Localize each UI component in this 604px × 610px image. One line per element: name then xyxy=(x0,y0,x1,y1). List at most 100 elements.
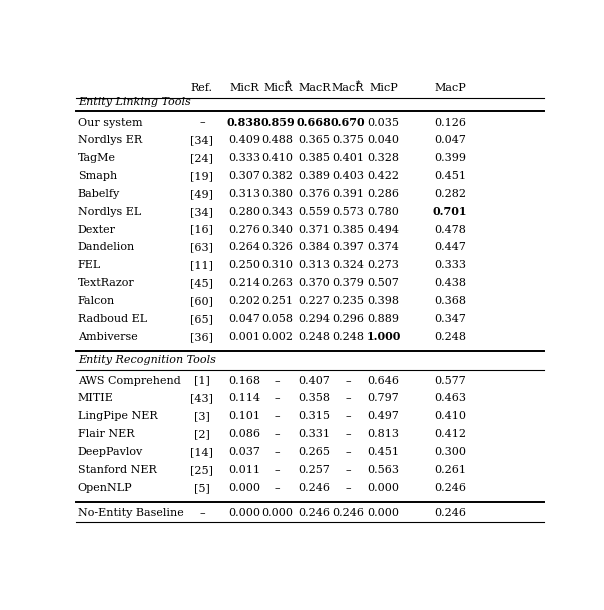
Text: 0.047: 0.047 xyxy=(434,135,466,145)
Text: 0.035: 0.035 xyxy=(367,118,399,127)
Text: 0.047: 0.047 xyxy=(228,314,260,324)
Text: 0.398: 0.398 xyxy=(367,296,399,306)
Text: Ambiverse: Ambiverse xyxy=(78,332,138,342)
Text: TextRazor: TextRazor xyxy=(78,278,135,288)
Text: 0.780: 0.780 xyxy=(368,207,399,217)
Text: 0.379: 0.379 xyxy=(332,278,364,288)
Text: 0.246: 0.246 xyxy=(298,483,330,493)
Text: 0.294: 0.294 xyxy=(298,314,330,324)
Text: [19]: [19] xyxy=(190,171,213,181)
Text: 0.371: 0.371 xyxy=(298,224,330,235)
Text: 0.331: 0.331 xyxy=(298,429,330,439)
Text: –: – xyxy=(345,411,351,422)
Text: –: – xyxy=(345,483,351,493)
Text: 0.340: 0.340 xyxy=(262,224,294,235)
Text: 0.668: 0.668 xyxy=(297,117,332,128)
Text: 0.000: 0.000 xyxy=(367,508,399,518)
Text: MacR: MacR xyxy=(298,83,330,93)
Text: [60]: [60] xyxy=(190,296,213,306)
Text: 0.463: 0.463 xyxy=(434,393,466,403)
Text: 0.248: 0.248 xyxy=(298,332,330,342)
Text: DeepPavlov: DeepPavlov xyxy=(78,447,143,457)
Text: MicR: MicR xyxy=(263,83,292,93)
Text: 0.447: 0.447 xyxy=(434,243,466,253)
Text: LingPipe NER: LingPipe NER xyxy=(78,411,158,422)
Text: 0.328: 0.328 xyxy=(367,153,399,163)
Text: 0.382: 0.382 xyxy=(262,171,294,181)
Text: 0.374: 0.374 xyxy=(368,243,399,253)
Text: 0.246: 0.246 xyxy=(434,483,466,493)
Text: 0.889: 0.889 xyxy=(367,314,399,324)
Text: 0.037: 0.037 xyxy=(228,447,260,457)
Text: [25]: [25] xyxy=(190,465,213,475)
Text: MicR: MicR xyxy=(230,83,259,93)
Text: 0.370: 0.370 xyxy=(298,278,330,288)
Text: 0.257: 0.257 xyxy=(298,465,330,475)
Text: 0.286: 0.286 xyxy=(367,189,399,199)
Text: 0.577: 0.577 xyxy=(434,376,466,386)
Text: 0.251: 0.251 xyxy=(262,296,294,306)
Text: 0.126: 0.126 xyxy=(434,118,466,127)
Text: 0.343: 0.343 xyxy=(262,207,294,217)
Text: [34]: [34] xyxy=(190,207,213,217)
Text: –: – xyxy=(345,376,351,386)
Text: [65]: [65] xyxy=(190,314,213,324)
Text: 0.407: 0.407 xyxy=(298,376,330,386)
Text: 0.246: 0.246 xyxy=(434,508,466,518)
Text: 0.168: 0.168 xyxy=(228,376,260,386)
Text: 0.410: 0.410 xyxy=(262,153,294,163)
Text: 0.250: 0.250 xyxy=(228,260,260,270)
Text: 0.385: 0.385 xyxy=(332,224,364,235)
Text: 0.410: 0.410 xyxy=(434,411,466,422)
Text: 0.246: 0.246 xyxy=(332,508,364,518)
Text: 0.227: 0.227 xyxy=(298,296,330,306)
Text: FEL: FEL xyxy=(78,260,101,270)
Text: Nordlys EL: Nordlys EL xyxy=(78,207,141,217)
Text: 0.248: 0.248 xyxy=(332,332,364,342)
Text: 0.403: 0.403 xyxy=(332,171,364,181)
Text: [14]: [14] xyxy=(190,447,213,457)
Text: 0.246: 0.246 xyxy=(298,508,330,518)
Text: 0.273: 0.273 xyxy=(368,260,399,270)
Text: 0.324: 0.324 xyxy=(332,260,364,270)
Text: 0.235: 0.235 xyxy=(332,296,364,306)
Text: [16]: [16] xyxy=(190,224,213,235)
Text: 0.333: 0.333 xyxy=(434,260,466,270)
Text: Babelfy: Babelfy xyxy=(78,189,120,199)
Text: –: – xyxy=(199,508,205,518)
Text: 0.011: 0.011 xyxy=(228,465,260,475)
Text: 0.310: 0.310 xyxy=(262,260,294,270)
Text: 0.000: 0.000 xyxy=(228,508,260,518)
Text: –: – xyxy=(275,447,280,457)
Text: [5]: [5] xyxy=(194,483,210,493)
Text: 0.264: 0.264 xyxy=(228,243,260,253)
Text: 0.248: 0.248 xyxy=(434,332,466,342)
Text: OpenNLP: OpenNLP xyxy=(78,483,132,493)
Text: [45]: [45] xyxy=(190,278,213,288)
Text: 0.002: 0.002 xyxy=(262,332,294,342)
Text: MacR: MacR xyxy=(332,83,364,93)
Text: Entity Linking Tools: Entity Linking Tools xyxy=(78,97,191,107)
Text: AWS Comprehend: AWS Comprehend xyxy=(78,376,181,386)
Text: 0.409: 0.409 xyxy=(228,135,260,145)
Text: 0.813: 0.813 xyxy=(367,429,399,439)
Text: [36]: [36] xyxy=(190,332,213,342)
Text: 0.399: 0.399 xyxy=(434,153,466,163)
Text: No-Entity Baseline: No-Entity Baseline xyxy=(78,508,184,518)
Text: 0.282: 0.282 xyxy=(434,189,466,199)
Text: 0.422: 0.422 xyxy=(367,171,399,181)
Text: 0.646: 0.646 xyxy=(367,376,399,386)
Text: –: – xyxy=(275,483,280,493)
Text: *: * xyxy=(286,79,291,88)
Text: 0.202: 0.202 xyxy=(228,296,260,306)
Text: TagMe: TagMe xyxy=(78,153,116,163)
Text: 0.326: 0.326 xyxy=(262,243,294,253)
Text: 0.838: 0.838 xyxy=(226,117,262,128)
Text: 0.261: 0.261 xyxy=(434,465,466,475)
Text: [3]: [3] xyxy=(194,411,210,422)
Text: 0.358: 0.358 xyxy=(298,393,330,403)
Text: 0.296: 0.296 xyxy=(332,314,364,324)
Text: 0.347: 0.347 xyxy=(434,314,466,324)
Text: Radboud EL: Radboud EL xyxy=(78,314,147,324)
Text: 0.401: 0.401 xyxy=(332,153,364,163)
